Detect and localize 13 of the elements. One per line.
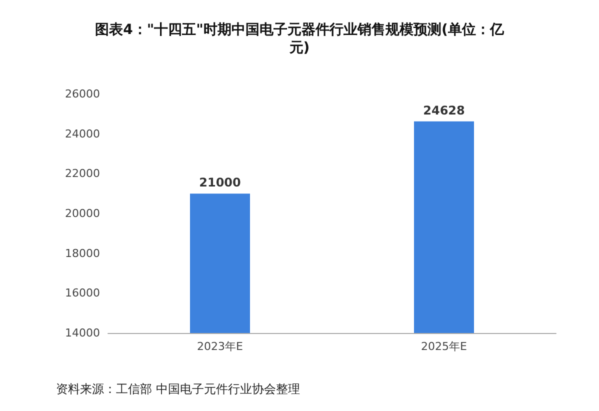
y-tick-label: 16000 — [65, 286, 100, 300]
x-tick-label: 2025年E — [421, 340, 468, 353]
data-label: 21000 — [199, 176, 241, 190]
text: 资料来源：工信部 中国电子元件行业协会整理 — [56, 382, 300, 396]
y-tick-label: 20000 — [65, 207, 100, 220]
data-label: 24628 — [423, 103, 465, 118]
y-tick-label: 26000 — [65, 88, 100, 100]
y-tick-label: 14000 — [65, 326, 100, 340]
y-tick-label: 18000 — [65, 246, 100, 260]
y-tick-label: 22000 — [65, 167, 100, 180]
x-tick-label: 2023年E — [197, 340, 244, 353]
y-tick-label: 24000 — [65, 127, 100, 140]
chart-title: 图表4："十四五"时期中国电子元器件行业销售规模预测(单位：亿元) — [95, 22, 505, 56]
